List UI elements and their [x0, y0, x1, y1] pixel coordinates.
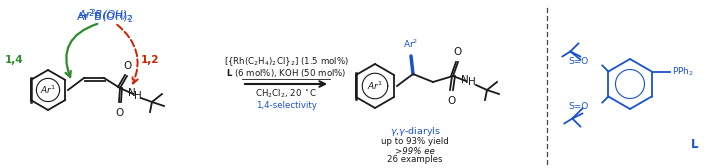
Text: CH$_2$Cl$_2$, 20 $^\circ$C: CH$_2$Cl$_2$, 20 $^\circ$C [255, 88, 317, 100]
Text: O: O [448, 96, 456, 106]
Text: $\mathbf{L}$ (6 mol%), KOH (50 mol%): $\mathbf{L}$ (6 mol%), KOH (50 mol%) [225, 67, 346, 79]
Text: N: N [461, 75, 469, 85]
Text: 1,2: 1,2 [141, 55, 160, 65]
Text: S=O: S=O [568, 102, 588, 111]
Text: Ar$^1$: Ar$^1$ [367, 80, 383, 92]
Text: 26 examples: 26 examples [387, 156, 442, 164]
Text: 1,4: 1,4 [5, 55, 23, 65]
Text: up to 93% yield: up to 93% yield [381, 137, 449, 146]
Text: S=O: S=O [568, 57, 588, 66]
Text: [{Rh(C$_2$H$_4$)$_2$Cl}$_2$] (1.5 mol%): [{Rh(C$_2$H$_4$)$_2$Cl}$_2$] (1.5 mol%) [223, 56, 348, 68]
Text: H: H [134, 91, 142, 101]
Text: 1,4-selectivity: 1,4-selectivity [255, 100, 316, 110]
Text: Ar$^1$: Ar$^1$ [40, 84, 56, 96]
Text: Ar$^2$: Ar$^2$ [403, 38, 419, 50]
Text: H: H [468, 77, 476, 87]
Text: N: N [128, 88, 136, 98]
Text: Ar$^2$B(OH)$_2$: Ar$^2$B(OH)$_2$ [78, 8, 132, 23]
Text: O: O [116, 108, 124, 118]
Text: $\mathbf{L}$: $\mathbf{L}$ [691, 137, 700, 151]
Text: >99% ee: >99% ee [395, 146, 435, 156]
Text: $\gamma$,$\gamma$-diaryls: $\gamma$,$\gamma$-diaryls [389, 125, 440, 138]
Text: O: O [454, 47, 462, 57]
Text: Ar$^2$B(OH)$_2$: Ar$^2$B(OH)$_2$ [77, 8, 133, 26]
Text: PPh$_2$: PPh$_2$ [671, 65, 693, 78]
Text: O: O [124, 61, 132, 71]
